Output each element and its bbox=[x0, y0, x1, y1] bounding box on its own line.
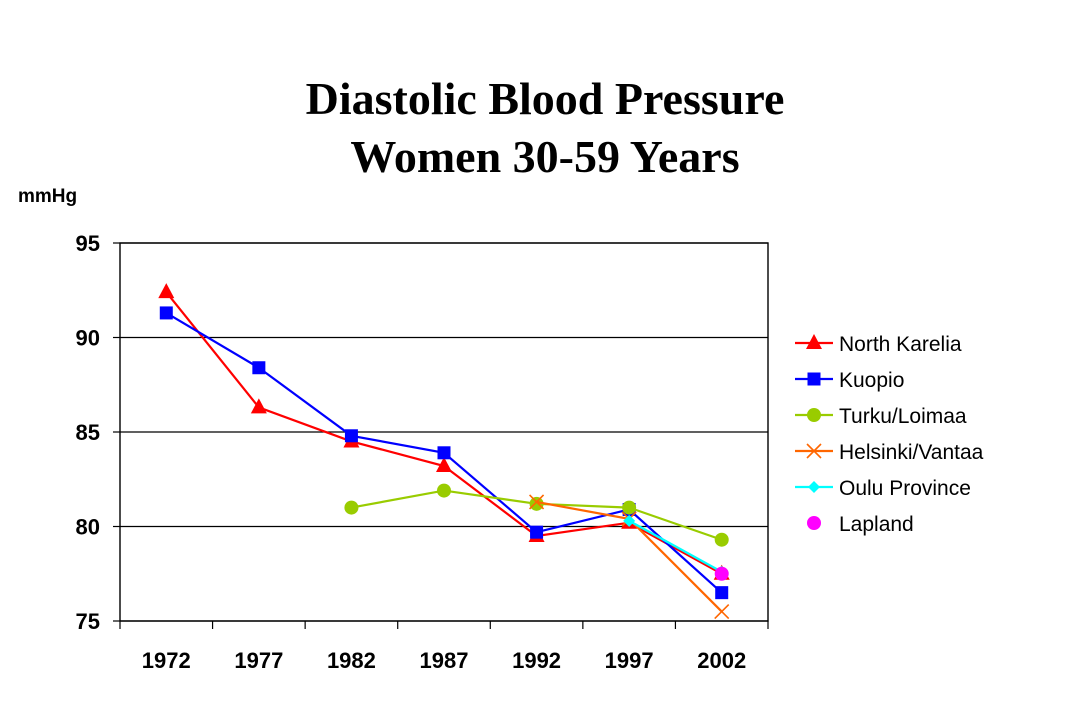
grid-lines bbox=[120, 242, 768, 622]
x-marker-stroke bbox=[529, 494, 545, 510]
point-kuopio bbox=[715, 586, 729, 600]
point-kuopio bbox=[437, 446, 451, 460]
legend-marker-oulu-province bbox=[808, 481, 820, 493]
point-helsinki-vantaa bbox=[529, 494, 545, 510]
x-tick-label-1972: 1972 bbox=[142, 648, 191, 673]
point-kuopio bbox=[344, 429, 358, 443]
plot-frame bbox=[119, 242, 769, 622]
legend-marker-kuopio bbox=[807, 372, 821, 386]
point-lapland bbox=[714, 566, 729, 581]
axes bbox=[113, 242, 769, 629]
legend-marker-north-karelia bbox=[806, 334, 822, 349]
series-group bbox=[158, 283, 730, 620]
legend: North Karelia Kuopio Turku/Loimaa Helsinki/… bbox=[795, 333, 984, 536]
point-turku-loimaa bbox=[529, 496, 544, 511]
series-line-oulu-province bbox=[628, 519, 723, 573]
series-kuopio bbox=[159, 306, 729, 600]
point-turku-loimaa bbox=[714, 532, 729, 547]
y-tick-label-90: 90 bbox=[76, 326, 100, 351]
tick-labels: 75 80 85 90 95 1972 1977 1982 1987 1992 1997 2002 bbox=[76, 231, 747, 673]
point-kuopio bbox=[159, 306, 173, 320]
legend-label-kuopio: Kuopio bbox=[839, 369, 904, 392]
legend-marker-lapland bbox=[807, 516, 821, 530]
y-axis-label: mmHg bbox=[18, 186, 77, 207]
y-tick-label-80: 80 bbox=[76, 515, 100, 540]
point-turku-loimaa bbox=[622, 500, 637, 515]
series-turku-loimaa bbox=[344, 483, 729, 547]
x-tick-label-2002: 2002 bbox=[697, 648, 746, 673]
chart-title-line-2: Women 30-59 Years bbox=[350, 131, 740, 182]
legend-label-helsinki-vantaa: Helsinki/Vantaa bbox=[839, 441, 984, 464]
x-tick-label-1997: 1997 bbox=[605, 648, 654, 673]
x-tick-label-1987: 1987 bbox=[420, 648, 469, 673]
y-tick-label-85: 85 bbox=[76, 420, 100, 445]
x-tick-label-1992: 1992 bbox=[512, 648, 561, 673]
point-north-karelia bbox=[436, 457, 452, 473]
legend-item-turku-loimaa: Turku/Loimaa bbox=[795, 405, 967, 428]
legend-marker-helsinki-vantaa bbox=[806, 443, 822, 459]
legend-item-helsinki-vantaa: Helsinki/Vantaa bbox=[795, 441, 984, 464]
series-line-north-karelia bbox=[165, 291, 723, 575]
point-helsinki-vantaa bbox=[714, 603, 730, 620]
legend-marker-turku-loimaa bbox=[807, 408, 821, 422]
legend-item-kuopio: Kuopio bbox=[795, 369, 904, 392]
point-kuopio bbox=[252, 361, 266, 375]
legend-label-oulu-province: Oulu Province bbox=[839, 477, 971, 500]
point-kuopio bbox=[530, 525, 544, 539]
legend-item-north-karelia: North Karelia bbox=[795, 333, 962, 356]
legend-label-lapland: Lapland bbox=[839, 513, 914, 536]
legend-label-north-karelia: North Karelia bbox=[839, 333, 962, 356]
x-marker-stroke bbox=[806, 443, 822, 459]
point-oulu-province bbox=[623, 514, 636, 527]
point-north-karelia bbox=[158, 283, 175, 299]
y-tick-label-95: 95 bbox=[76, 231, 100, 256]
x-marker-stroke bbox=[714, 603, 730, 620]
chart-title: Diastolic Blood Pressure Women 30-59 Yea… bbox=[0, 70, 1080, 186]
y-tick-label-75: 75 bbox=[76, 609, 100, 634]
x-tick-label-1977: 1977 bbox=[234, 648, 283, 673]
chart-title-line-1: Diastolic Blood Pressure bbox=[305, 73, 785, 124]
x-tick-label-1982: 1982 bbox=[327, 648, 376, 673]
series-lapland bbox=[714, 566, 729, 581]
point-turku-loimaa bbox=[437, 483, 451, 498]
point-turku-loimaa bbox=[344, 500, 359, 515]
legend-label-turku-loimaa: Turku/Loimaa bbox=[839, 405, 967, 428]
legend-item-lapland: Lapland bbox=[807, 513, 914, 536]
legend-item-oulu-province: Oulu Province bbox=[795, 477, 971, 500]
point-north-karelia bbox=[250, 398, 267, 414]
